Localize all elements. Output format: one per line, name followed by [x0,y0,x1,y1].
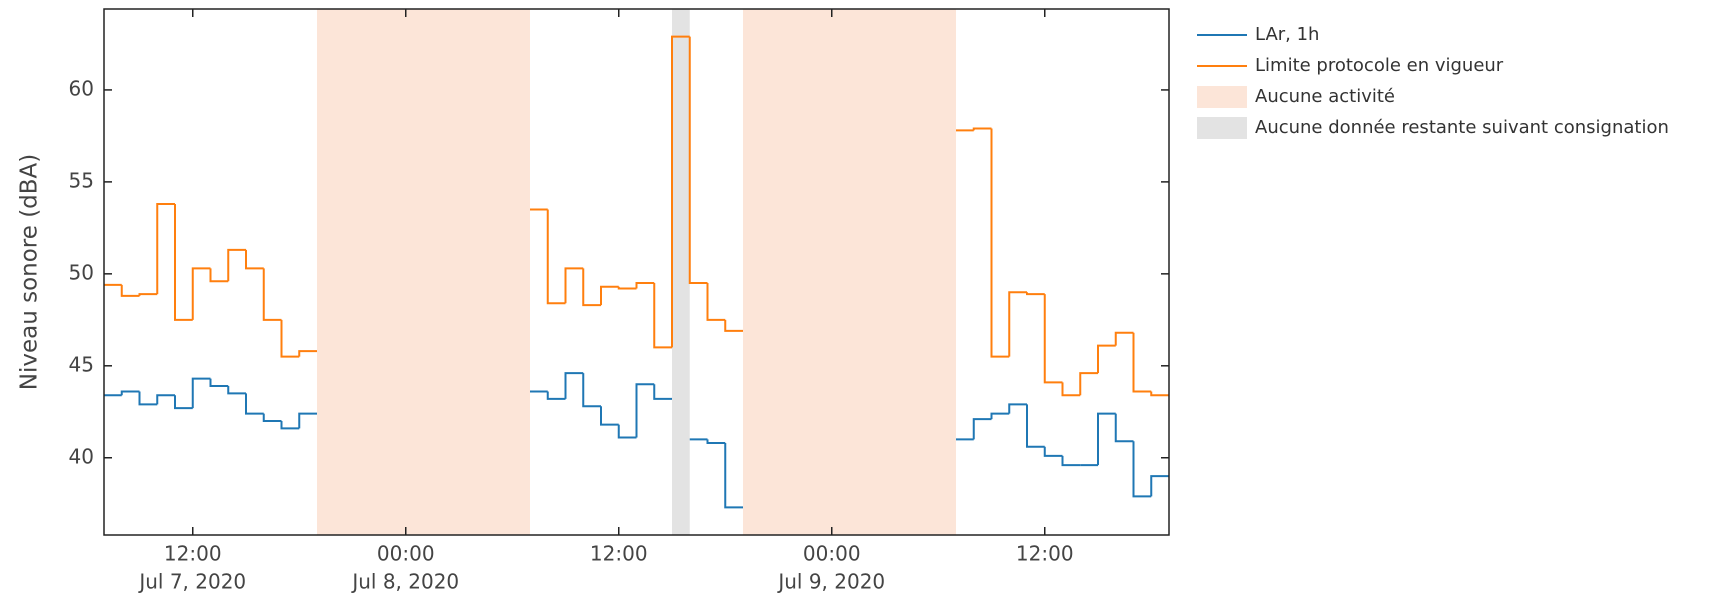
y-tick-label: 45 [69,352,94,376]
step-segment [1097,412,1116,466]
step-segment [1150,391,1169,397]
x-tick-date: Jul 7, 2020 [137,570,246,594]
step-segment [564,372,584,399]
step-segment [245,249,264,270]
step-segment [972,418,992,440]
step-segment [1026,404,1045,448]
step-segment [990,412,1010,420]
step-segment [156,202,175,295]
step-segment [1079,372,1098,396]
step-segment [298,412,317,429]
y-axis-label: Niveau sonore (dBA) [17,154,43,391]
step-segment [724,319,743,332]
step-segment [653,384,672,400]
step-segment [546,391,566,400]
step-segment [564,267,584,304]
legend-swatch [1197,86,1247,108]
step-segment [138,293,158,296]
legend-label: LAr, 1h [1255,24,1319,45]
step-segment [1008,291,1027,357]
step-segment [209,378,229,388]
step-segment [600,285,619,306]
step-segment [227,248,246,282]
step-segment [1150,475,1169,497]
legend-swatch [1197,117,1247,139]
x-tick-label: 00:00 [377,542,435,566]
step-segment [120,390,140,396]
step-segment [191,377,211,409]
step-segment [617,424,637,439]
x-tick-label: 00:00 [803,542,861,566]
step-segment [671,35,690,348]
step-segment [156,394,175,405]
step-segment [688,36,708,285]
legend-label: Limite protocole en vigueur [1255,55,1504,76]
y-tick-label: 40 [69,444,94,468]
shaded-region [672,9,690,535]
step-segment [972,127,992,131]
step-segment [1008,403,1027,414]
step-segment [582,373,601,408]
step-segment [1114,331,1134,346]
legend-label: Aucune donnée restante suivant consignat… [1255,117,1669,138]
x-tick-label: 12:00 [1016,542,1074,566]
step-segment [1132,332,1152,393]
step-segment [582,268,601,307]
step-segment [1061,382,1081,397]
step-segment [1043,294,1063,384]
step-segment [227,386,246,395]
y-tick-label: 60 [69,76,94,100]
shaded-region [743,9,956,535]
step-segment [174,395,193,410]
step-segment [617,286,637,290]
step-segment [1043,446,1063,457]
x-tick-date: Jul 8, 2020 [350,570,459,594]
step-segment [262,268,282,321]
step-segment [706,439,726,445]
step-segment [1097,344,1116,374]
step-segment [1132,441,1152,498]
step-segment [1061,455,1081,467]
shaded-region [317,9,530,535]
step-segment [245,393,264,415]
step-segment [298,350,317,357]
step-segment [724,443,743,509]
plot-frame [103,8,1170,536]
x-tick-date: Jul 9, 2020 [776,570,885,594]
step-segment [209,268,229,283]
y-tick-label: 55 [69,168,94,192]
step-segment [635,282,655,289]
legend-label: Aucune activité [1255,86,1395,107]
step-segment [1026,292,1045,296]
step-segment [120,284,140,297]
step-segment [262,413,282,422]
x-tick-label: 12:00 [164,542,222,566]
x-tick-label: 12:00 [590,542,648,566]
step-segment [280,319,300,358]
step-segment [600,406,619,426]
y-tick-label: 50 [69,260,94,284]
step-segment [280,420,300,430]
step-segment [138,391,158,406]
step-segment [706,283,726,321]
step-segment [546,209,566,305]
step-segment [635,383,655,438]
step-segment [191,267,211,320]
step-segment [174,203,193,321]
step-segment [990,128,1010,358]
step-segment [1114,413,1134,443]
step-segment [653,283,672,349]
